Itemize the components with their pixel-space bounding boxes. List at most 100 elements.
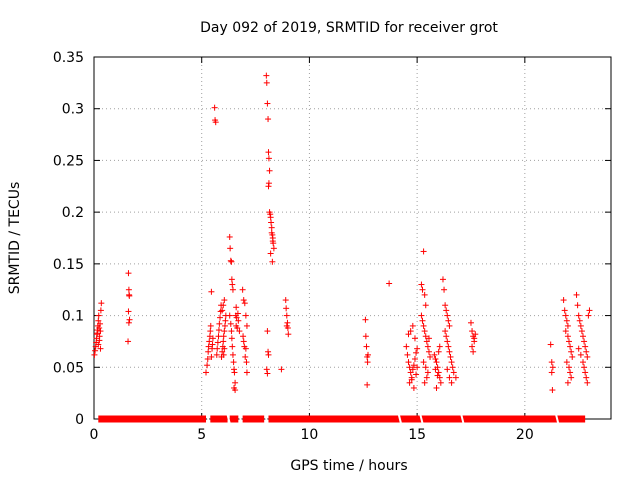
data-point xyxy=(269,238,276,245)
data-point xyxy=(243,369,250,376)
data-point xyxy=(562,328,569,335)
data-point xyxy=(408,376,415,383)
data-point xyxy=(575,345,582,352)
data-point xyxy=(215,333,222,340)
data-point xyxy=(467,319,474,326)
data-point xyxy=(469,343,476,350)
data-point xyxy=(564,379,571,386)
data-point xyxy=(98,300,105,307)
zero-baseline-gap xyxy=(397,414,402,424)
data-point xyxy=(268,219,275,226)
x-axis-label: GPS time / hours xyxy=(290,458,407,474)
y-tick-label: 0.3 xyxy=(62,102,84,118)
data-point xyxy=(582,369,589,376)
data-point xyxy=(221,297,228,304)
data-point xyxy=(564,333,571,340)
data-point xyxy=(243,322,250,329)
data-point xyxy=(564,322,571,329)
data-point xyxy=(444,366,451,373)
data-point xyxy=(268,224,275,231)
data-point xyxy=(208,353,215,360)
data-point xyxy=(448,359,455,366)
data-point xyxy=(220,338,227,345)
data-point xyxy=(215,327,222,334)
data-point xyxy=(444,338,451,345)
data-point xyxy=(577,322,584,329)
data-point xyxy=(403,343,410,350)
data-point xyxy=(265,149,272,156)
data-point xyxy=(581,364,588,371)
data-point xyxy=(444,312,451,319)
data-point xyxy=(204,362,211,369)
data-point xyxy=(413,349,420,356)
data-point xyxy=(263,79,270,86)
zero-baseline-gap xyxy=(238,414,243,424)
data-point xyxy=(413,371,420,378)
data-point xyxy=(470,348,477,355)
data-point xyxy=(221,328,228,335)
data-point xyxy=(575,312,582,319)
data-point xyxy=(414,364,421,371)
data-point xyxy=(410,384,417,391)
data-point xyxy=(233,314,240,321)
data-point xyxy=(568,348,575,355)
data-point xyxy=(242,312,249,319)
y-axis-label: SRMTID / TECUs xyxy=(7,182,23,295)
data-point xyxy=(420,359,427,366)
data-point xyxy=(243,359,250,366)
data-point xyxy=(226,312,233,319)
data-point xyxy=(97,307,104,314)
y-tick-label: 0.05 xyxy=(53,360,84,376)
data-point xyxy=(422,364,429,371)
data-point xyxy=(437,379,444,386)
data-point xyxy=(263,366,270,373)
data-point xyxy=(443,307,450,314)
data-point xyxy=(236,328,243,335)
data-point xyxy=(265,116,272,123)
data-point xyxy=(364,359,371,366)
data-point xyxy=(421,291,428,298)
data-point xyxy=(404,351,411,358)
data-point xyxy=(208,288,215,295)
data-point xyxy=(407,328,414,335)
zero-baseline-gap xyxy=(460,414,465,424)
data-point xyxy=(549,364,556,371)
data-point xyxy=(418,312,425,319)
data-point xyxy=(560,297,567,304)
y-axis: 0 0.05 0.1 0.15 0.2 0.25 0.3 0.35 xyxy=(53,50,611,428)
data-point xyxy=(421,379,428,386)
data-point xyxy=(204,356,211,363)
data-point xyxy=(406,364,413,371)
data-point xyxy=(584,379,591,386)
data-point xyxy=(419,317,426,324)
chart-title: Day 092 of 2019, SRMTID for receiver gro… xyxy=(200,20,498,36)
zero-baseline xyxy=(98,414,586,424)
data-point xyxy=(227,245,234,252)
data-point xyxy=(221,322,228,329)
data-point xyxy=(264,370,271,377)
data-point xyxy=(229,351,236,358)
y-tick-label: 0 xyxy=(75,412,84,428)
data-point xyxy=(263,72,270,79)
data-point xyxy=(232,387,239,394)
data-point xyxy=(432,356,439,363)
data-point xyxy=(219,307,226,314)
data-point xyxy=(206,338,213,345)
data-point xyxy=(226,233,233,240)
zero-baseline-gap xyxy=(206,414,211,424)
data-point xyxy=(569,353,576,360)
data-point xyxy=(443,333,450,340)
data-point xyxy=(565,338,572,345)
data-point xyxy=(207,328,214,335)
data-point xyxy=(228,276,235,283)
data-point xyxy=(573,291,580,298)
data-point xyxy=(435,348,442,355)
data-point xyxy=(422,302,429,309)
data-point xyxy=(220,333,227,340)
data-point xyxy=(269,258,276,265)
data-point xyxy=(420,322,427,329)
data-point xyxy=(233,322,240,329)
data-point xyxy=(240,297,247,304)
data-point xyxy=(562,312,569,319)
